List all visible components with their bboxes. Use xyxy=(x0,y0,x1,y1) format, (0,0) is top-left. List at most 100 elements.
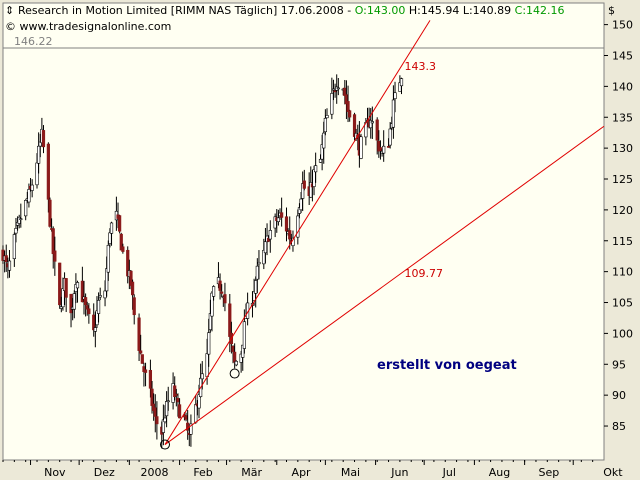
candle-body xyxy=(323,118,327,133)
candle-body xyxy=(7,260,12,271)
x-tick-label: 2008 xyxy=(140,466,168,479)
pivot-marker xyxy=(229,368,240,379)
y-axis: 85 90 95 100 105 110 115 120 125 130 135 140 145 150 xyxy=(604,19,633,433)
candle-body xyxy=(231,345,235,352)
pivot-marker xyxy=(159,439,170,450)
candle-body xyxy=(177,404,182,419)
candle-body xyxy=(331,88,336,91)
x-tick-label: Okt xyxy=(603,466,623,479)
x-tick-label: Sep xyxy=(539,466,560,479)
y-tick-label: 100 xyxy=(612,327,633,340)
candle-body xyxy=(143,369,148,373)
lower-trend-label: 109.77 xyxy=(405,267,444,280)
y-tick-label: 135 xyxy=(612,111,633,124)
candle-body xyxy=(12,234,16,260)
candle-body xyxy=(48,199,52,227)
candle-body xyxy=(325,115,329,119)
candle-body xyxy=(207,332,211,355)
candle-body xyxy=(233,351,237,363)
candle-body xyxy=(314,165,318,173)
y-tick-label: 115 xyxy=(612,235,633,248)
y-tick-label: 95 xyxy=(612,358,626,371)
candle-body xyxy=(276,217,280,222)
candle-body xyxy=(375,119,379,141)
trendlines xyxy=(159,20,605,450)
candle-body xyxy=(119,233,123,251)
candle-body xyxy=(302,180,306,189)
candle-body xyxy=(93,327,97,332)
candle-body xyxy=(211,286,216,297)
candle-body xyxy=(299,198,303,211)
candle-body xyxy=(35,162,39,186)
candle-body xyxy=(75,282,80,289)
candle-body xyxy=(391,99,396,128)
candle-body xyxy=(84,297,88,306)
candle-body xyxy=(194,404,198,423)
hlc-values: H:145.94 L:140.89 xyxy=(405,4,514,17)
candle-body xyxy=(166,400,170,403)
candle-body xyxy=(322,132,326,149)
title-prefix: Research in Motion Limited [RIMM NAS Täg… xyxy=(18,4,355,17)
candle-body xyxy=(223,294,227,304)
candle-body xyxy=(184,415,188,420)
candle-body xyxy=(163,417,167,423)
candle-body xyxy=(268,230,272,240)
candle-body xyxy=(288,230,292,240)
candle-body xyxy=(280,212,284,218)
candle-body xyxy=(161,419,165,433)
candle-body xyxy=(197,394,201,409)
candle-body xyxy=(14,228,18,234)
candle-body xyxy=(58,262,62,306)
candles xyxy=(1,74,404,449)
candle-body xyxy=(234,360,238,366)
candle-body xyxy=(46,143,50,200)
candle-body xyxy=(218,280,222,291)
candle-body xyxy=(220,291,224,294)
y-tick-label: 90 xyxy=(612,389,626,402)
y-tick-label: 140 xyxy=(612,80,633,93)
candle-body xyxy=(370,121,374,124)
x-tick-label: Apr xyxy=(292,466,312,479)
candle-body xyxy=(263,241,268,254)
candle-body xyxy=(348,110,352,118)
candle-body xyxy=(189,423,193,435)
candle-body xyxy=(69,293,73,314)
y-tick-label: 105 xyxy=(612,297,633,310)
candle-body xyxy=(98,295,102,298)
candle-body xyxy=(27,189,31,203)
y-tick-label: 125 xyxy=(612,173,633,186)
candle-body xyxy=(378,147,383,152)
candle-body xyxy=(359,136,363,159)
candle-body xyxy=(210,292,214,317)
candle-body xyxy=(129,270,133,286)
candle-body xyxy=(242,321,246,349)
upper-trend-label: 143.3 xyxy=(405,60,437,73)
candle-body xyxy=(140,354,144,364)
candle-body xyxy=(399,78,404,87)
y-tick-label: 145 xyxy=(612,49,633,62)
upper-trendline xyxy=(164,20,431,445)
candle-body xyxy=(53,250,57,262)
candle-body xyxy=(205,353,209,378)
candle-body xyxy=(132,297,136,316)
candle-body xyxy=(109,222,114,234)
candle-body xyxy=(96,300,101,314)
x-axis: Nov Dez 2008 Feb Mär Apr Mai Jun Jul Aug Sep Okt xyxy=(2,460,623,479)
y-tick-label: 150 xyxy=(612,19,633,32)
candle-body xyxy=(352,114,357,137)
close-value: C:142.16 xyxy=(515,4,565,17)
y-tick-label: 120 xyxy=(612,204,633,217)
candle-body xyxy=(108,232,112,244)
candle-body xyxy=(228,303,232,337)
candle-body xyxy=(24,200,28,217)
lower-trendline xyxy=(164,125,605,445)
candle-body xyxy=(4,255,8,262)
collapse-icon[interactable]: ⇕ xyxy=(5,4,14,17)
x-tick-label: Aug xyxy=(489,466,510,479)
x-tick-label: Mai xyxy=(341,466,360,479)
y-tick-label: 130 xyxy=(612,142,633,155)
x-tick-label: Mär xyxy=(241,466,262,479)
candle-body xyxy=(130,281,135,296)
candle-body xyxy=(165,401,169,417)
